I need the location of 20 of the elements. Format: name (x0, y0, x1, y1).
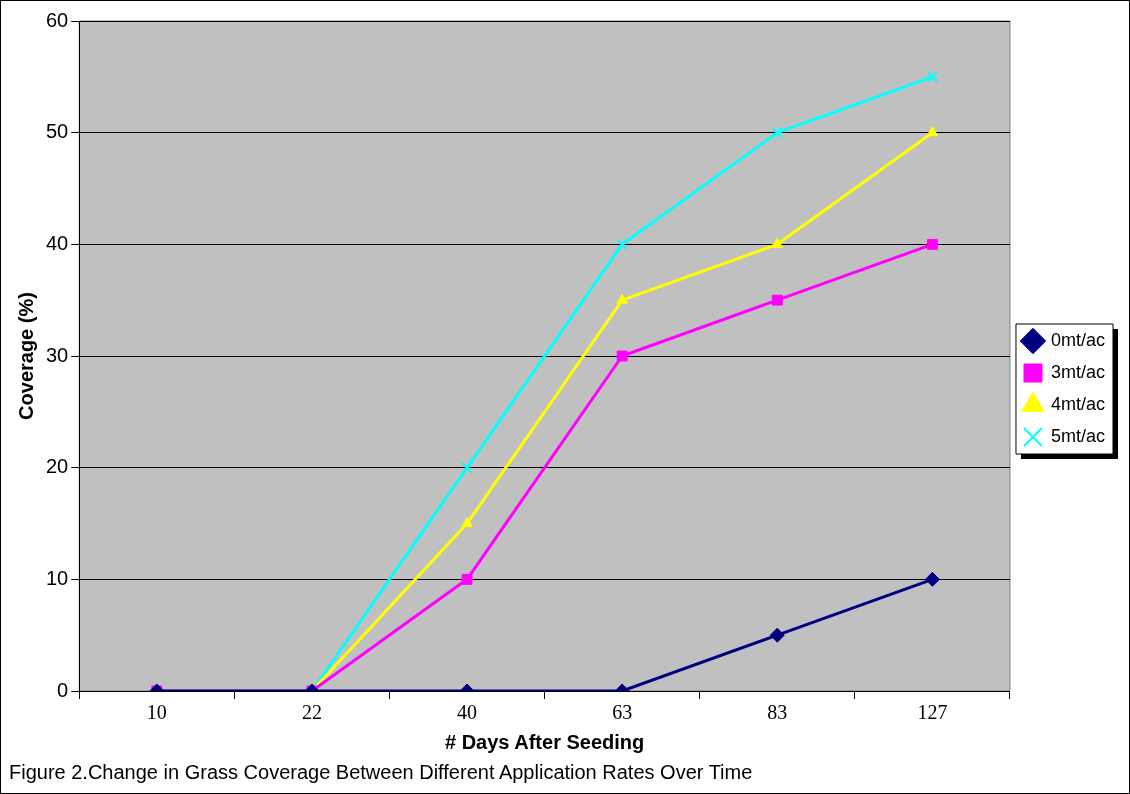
y-axis-title: Coverage (%) (14, 292, 37, 420)
x-tick-label: 22 (301, 701, 322, 724)
legend-label: 4mt/ac (1050, 393, 1106, 414)
y-tick-label: 50 (46, 120, 69, 143)
legend-label: 5mt/ac (1050, 425, 1106, 446)
y-tick-label: 20 (46, 455, 69, 478)
x-tick-label: 83 (767, 701, 788, 724)
x-tick-label: 63 (612, 701, 633, 724)
legend-label: 3mt/ac (1050, 361, 1106, 382)
caption: Figure 2.Change in Grass Coverage Between Different Application Rates Over Time (9, 761, 753, 784)
x-tick-label: 40 (457, 701, 478, 724)
x-tick-label: 127 (917, 701, 948, 724)
legend-label: 0mt/ac (1050, 329, 1106, 350)
y-tick-label: 40 (46, 231, 69, 254)
y-tick-label: 30 (46, 343, 69, 366)
x-tick-label: 10 (146, 701, 167, 724)
x-axis-title: # Days After Seeding (444, 730, 645, 753)
y-tick-label: 0 (57, 678, 69, 701)
y-tick-label: 10 (46, 566, 69, 589)
y-tick-label: 60 (46, 8, 69, 31)
